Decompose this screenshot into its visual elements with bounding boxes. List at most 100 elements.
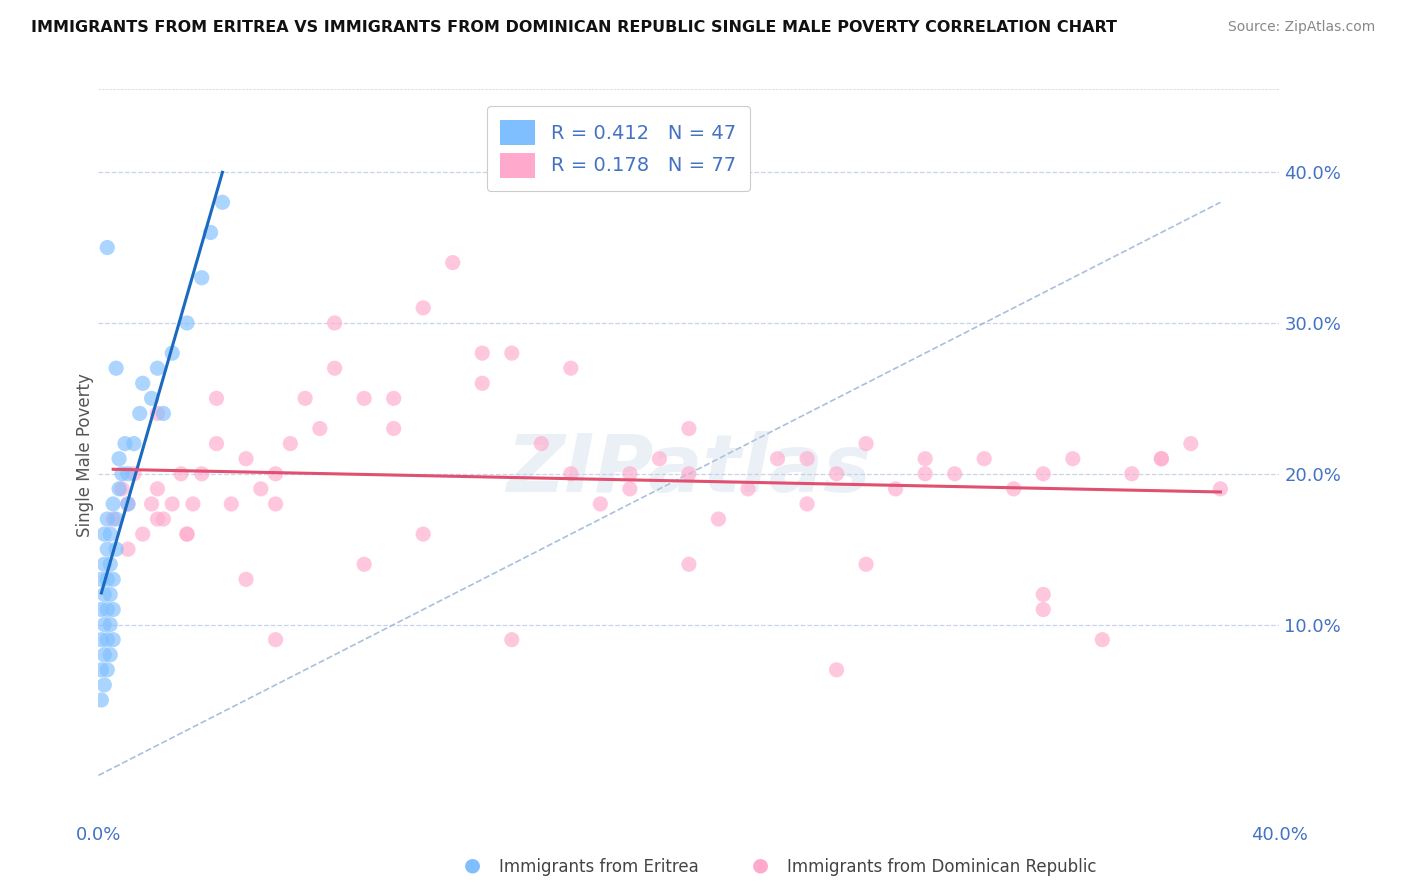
Point [1150, 451, 1173, 466]
Point [648, 451, 671, 466]
Point [264, 497, 287, 511]
Point [766, 451, 789, 466]
Point [132, 527, 155, 541]
Point [1002, 482, 1025, 496]
Point [205, 392, 228, 406]
Point [382, 392, 405, 406]
Point [1032, 467, 1054, 481]
Point [111, 467, 134, 481]
Point [309, 421, 332, 435]
Point [530, 436, 553, 450]
Point [412, 527, 434, 541]
Point [191, 467, 214, 481]
Point [294, 392, 316, 406]
Point [98, 527, 121, 541]
Point [98, 587, 121, 601]
Point [235, 572, 257, 586]
Point [90, 572, 112, 586]
Point [146, 407, 169, 421]
Point [619, 482, 641, 496]
Point [353, 558, 375, 572]
Point [93, 587, 115, 601]
Point [943, 467, 966, 481]
Point [105, 542, 128, 557]
Point [382, 421, 405, 435]
Point [1032, 602, 1054, 616]
Point [117, 497, 139, 511]
Point [98, 648, 121, 662]
Point [221, 497, 243, 511]
Point [93, 558, 115, 572]
Point [90, 602, 112, 616]
Point [141, 497, 163, 511]
Point [678, 558, 700, 572]
Point [1121, 467, 1143, 481]
Point [108, 482, 131, 496]
Y-axis label: Single Male Poverty: Single Male Poverty [76, 373, 94, 537]
Point [162, 346, 183, 360]
Point [98, 558, 121, 572]
Point [128, 407, 150, 421]
Point [678, 421, 700, 435]
Point [181, 497, 204, 511]
Point [103, 497, 125, 511]
Point [264, 632, 287, 647]
Legend: R = 0.412   N = 47, R = 0.178   N = 77: R = 0.412 N = 47, R = 0.178 N = 77 [486, 106, 749, 191]
Point [353, 392, 375, 406]
Point [1180, 436, 1202, 450]
Point [441, 255, 464, 269]
Point [1032, 587, 1054, 601]
Point [93, 617, 115, 632]
Text: Immigrants from Eritrea: Immigrants from Eritrea [499, 858, 699, 876]
Point [412, 301, 434, 315]
Point [117, 497, 139, 511]
Point [1150, 451, 1173, 466]
Point [589, 497, 612, 511]
Text: Source: ZipAtlas.com: Source: ZipAtlas.com [1227, 20, 1375, 34]
Point [96, 602, 118, 616]
Point [108, 451, 131, 466]
Point [90, 663, 112, 677]
Point [93, 527, 115, 541]
Point [103, 632, 125, 647]
Point [560, 467, 582, 481]
Point [152, 407, 174, 421]
Point [90, 693, 112, 707]
Point [884, 482, 907, 496]
Point [323, 316, 346, 330]
Point [191, 270, 214, 285]
Point [796, 451, 818, 466]
Point [90, 632, 112, 647]
Point [914, 451, 936, 466]
Point [973, 451, 995, 466]
Point [914, 467, 936, 481]
Point [1091, 632, 1114, 647]
Point [96, 663, 118, 677]
Point [825, 663, 848, 677]
Point [501, 632, 523, 647]
Point [96, 572, 118, 586]
Point [98, 617, 121, 632]
Point [96, 542, 118, 557]
Point [117, 467, 139, 481]
Point [737, 482, 759, 496]
Text: ●: ● [464, 855, 481, 875]
Point [796, 497, 818, 511]
Point [176, 527, 198, 541]
Text: ●: ● [752, 855, 769, 875]
Text: Immigrants from Dominican Republic: Immigrants from Dominican Republic [787, 858, 1097, 876]
Point [103, 602, 125, 616]
Point [96, 512, 118, 526]
Point [250, 482, 273, 496]
Point [105, 512, 128, 526]
Point [707, 512, 730, 526]
Point [111, 482, 134, 496]
Point [1062, 451, 1084, 466]
Point [1209, 482, 1232, 496]
Point [176, 316, 198, 330]
Text: IMMIGRANTS FROM ERITREA VS IMMIGRANTS FROM DOMINICAN REPUBLIC SINGLE MALE POVERT: IMMIGRANTS FROM ERITREA VS IMMIGRANTS FR… [31, 20, 1116, 35]
Point [323, 361, 346, 376]
Point [117, 542, 139, 557]
Point [855, 436, 877, 450]
Point [103, 572, 125, 586]
